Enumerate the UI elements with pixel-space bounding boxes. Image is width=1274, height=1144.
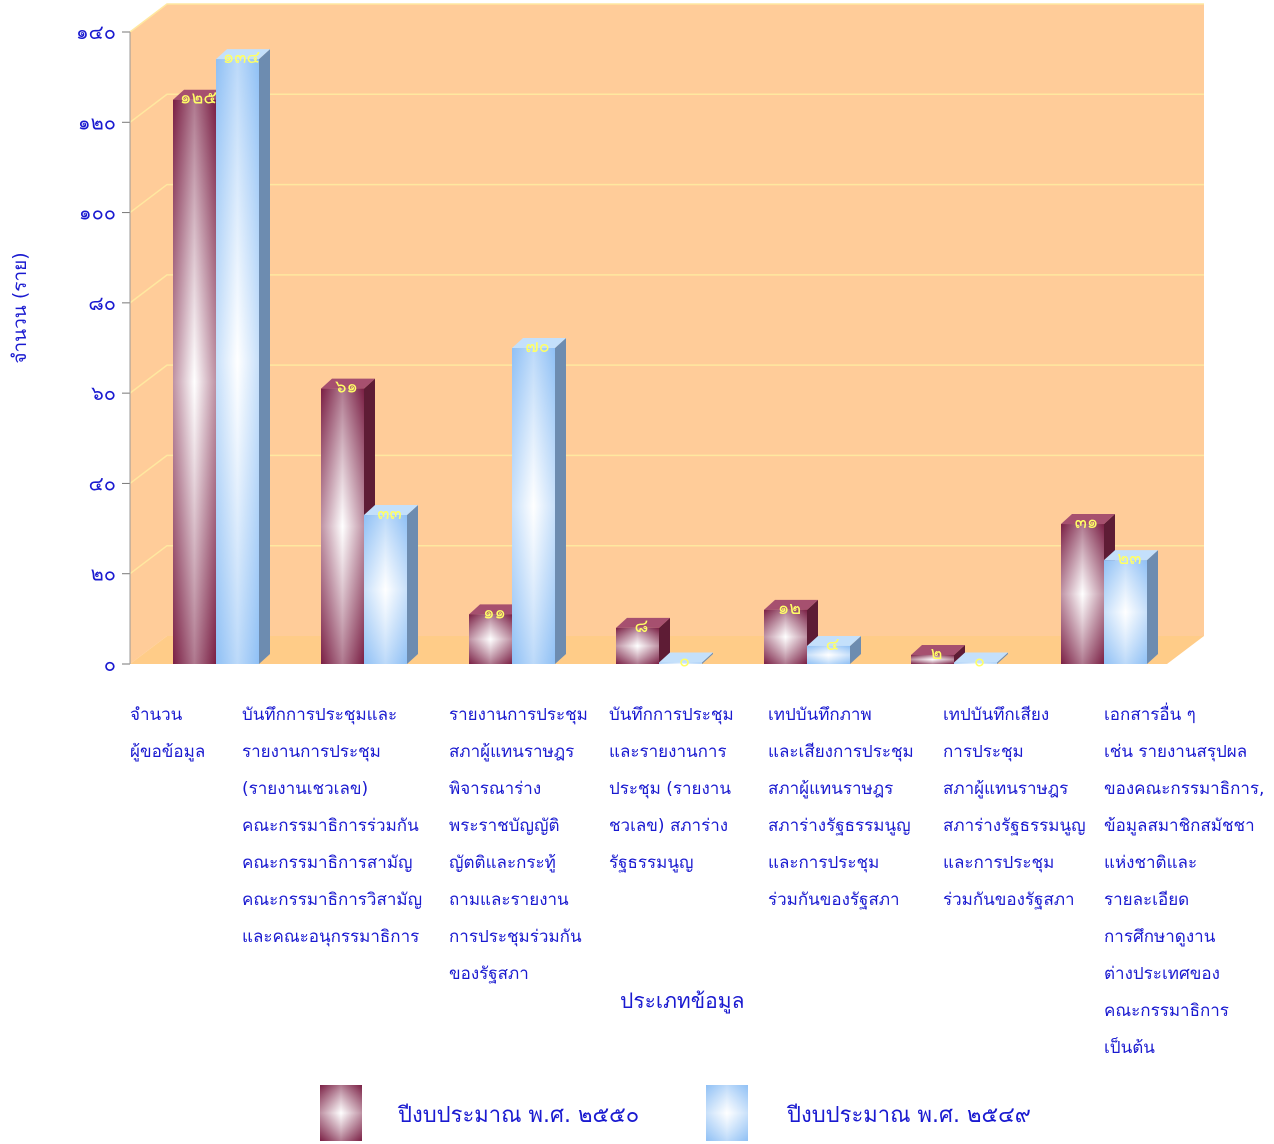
bar-front-shade [469,614,512,664]
bar-top [807,635,861,646]
y-tick-label: ๖๐ [91,381,116,405]
bar-fy2549-1 [364,505,418,664]
x-tick-label: เอกสารอื่น ๆ เช่น รายงานสรุปผล ของคณะกรร… [1104,705,1265,1058]
y-tick-label: ๑๒๐ [78,110,116,134]
bar-value-label: ๐ [974,651,985,672]
legend-label-1: ปีงบประมาณ พ.ศ. ๒๕๔๙ [787,1103,1031,1128]
bar-value-label: ๑๒ [778,598,801,619]
bar-top [954,652,1008,663]
bar-fy2550-6 [1061,514,1115,664]
bar-top [469,604,523,615]
bar-value-label: ๘ [635,616,649,637]
bar-side [954,644,965,664]
bar-value-label: ๓๓ [377,503,402,524]
gridline [129,454,1204,485]
bar-front-shade [954,662,997,664]
bar-value-label: ๒๓ [1117,548,1141,569]
y-tick-label: ๑๔๐ [76,20,116,44]
bar-top [173,89,227,100]
plot-side-wall [130,4,167,664]
bar-front-shade [173,99,216,664]
bar-top [1061,514,1115,525]
bar-front-shade [1104,560,1147,664]
bar-front-shade [364,515,407,664]
plot-back-wall [167,4,1204,636]
x-tick-label: บันทึกการประชุมและ รายงานการประชุม (รายง… [242,705,423,947]
bar-fy2550-5 [911,644,965,664]
legend-swatch-1 [706,1085,748,1141]
x-axis-title: ประเภทข้อมูล [620,989,745,1013]
bar-fy2550-3 [616,617,670,664]
bar-top [364,505,418,516]
bar-side [1147,550,1158,664]
bar-fy2549-6 [1104,550,1158,664]
x-tick-label: จำนวน ผู้ขอข้อมูล [130,705,206,762]
bar-front-shade [321,388,364,664]
legend-swatch-0 [320,1085,362,1141]
bar-side [555,338,566,664]
bar-front-shade [659,662,702,664]
y-axis-title: จำนวน (ราย) [9,252,31,363]
bar-top [321,378,375,389]
bar-front-shade [616,627,659,664]
y-tick-label: ๘๐ [88,291,116,315]
gridline [129,183,1204,214]
bar-value-label: ๒ [931,643,943,664]
bar-side [659,617,670,664]
gridline [129,544,1204,575]
bar-fy2549-4 [807,635,861,664]
y-tick-label: ๑๐๐ [79,201,116,225]
x-tick-label: เทปบันทึกเสียง การประชุม สภาผู้แทนราษฎร … [943,705,1086,910]
x-tick-label: รายงานการประชุม สภาผู้แทนราษฎร พิจารณาร่… [449,705,588,984]
bar-fy2549-3 [659,652,713,664]
bar-top [659,652,713,663]
bar-fy2549-2 [512,338,566,664]
bar-top [616,617,670,628]
bar-side [850,635,861,664]
bar-top [764,599,818,610]
bar-front-shade [807,645,850,664]
x-tick-label: เทปบันทึกภาพ และเสียงการประชุม สภาผู้แทน… [768,705,914,910]
bar-front-shade [911,654,954,664]
bar-value-label: ๐ [679,651,690,672]
bar-top [512,338,566,348]
bar-fy2549-0 [216,49,270,665]
bar-value-label: ๓๑ [1075,512,1099,533]
bar-fy2549-5 [954,652,1008,664]
bar-fy2550-4 [764,599,818,664]
bar-value-label: ๔ [826,634,840,655]
bar-value-label: ๑๒๕ [180,88,217,109]
bar-top [216,49,270,60]
bar-front-shade [764,609,807,664]
bar-value-label: ๖๑ [335,377,358,398]
y-tick-label: ๔๐ [89,471,116,495]
bar-value-label: ๗๐ [525,336,550,357]
bar-side [702,652,713,664]
legend-label-0: ปีงบประมาณ พ.ศ. ๒๕๕๐ [398,1103,640,1128]
bar-side [407,505,418,664]
bar-side [259,49,270,665]
gridline [129,364,1204,394]
bar-front-shade [512,348,555,664]
bar-front-shade [216,59,259,665]
bar-side [997,652,1008,664]
bar-front-shade [1061,524,1104,664]
bar-top [911,644,965,655]
gridline [129,3,1204,33]
bar-top [1104,550,1158,561]
gridline [129,274,1204,304]
x-tick-label: บันทึกการประชุม และรายงานการ ประชุม (ราย… [609,705,734,873]
bar-value-label: ๑๓๔ [223,47,260,68]
y-tick-label: ๒๐ [91,562,116,586]
bar-value-label: ๑๑ [483,602,506,623]
gridline [129,93,1204,123]
y-tick-label: ๐ [104,652,116,676]
